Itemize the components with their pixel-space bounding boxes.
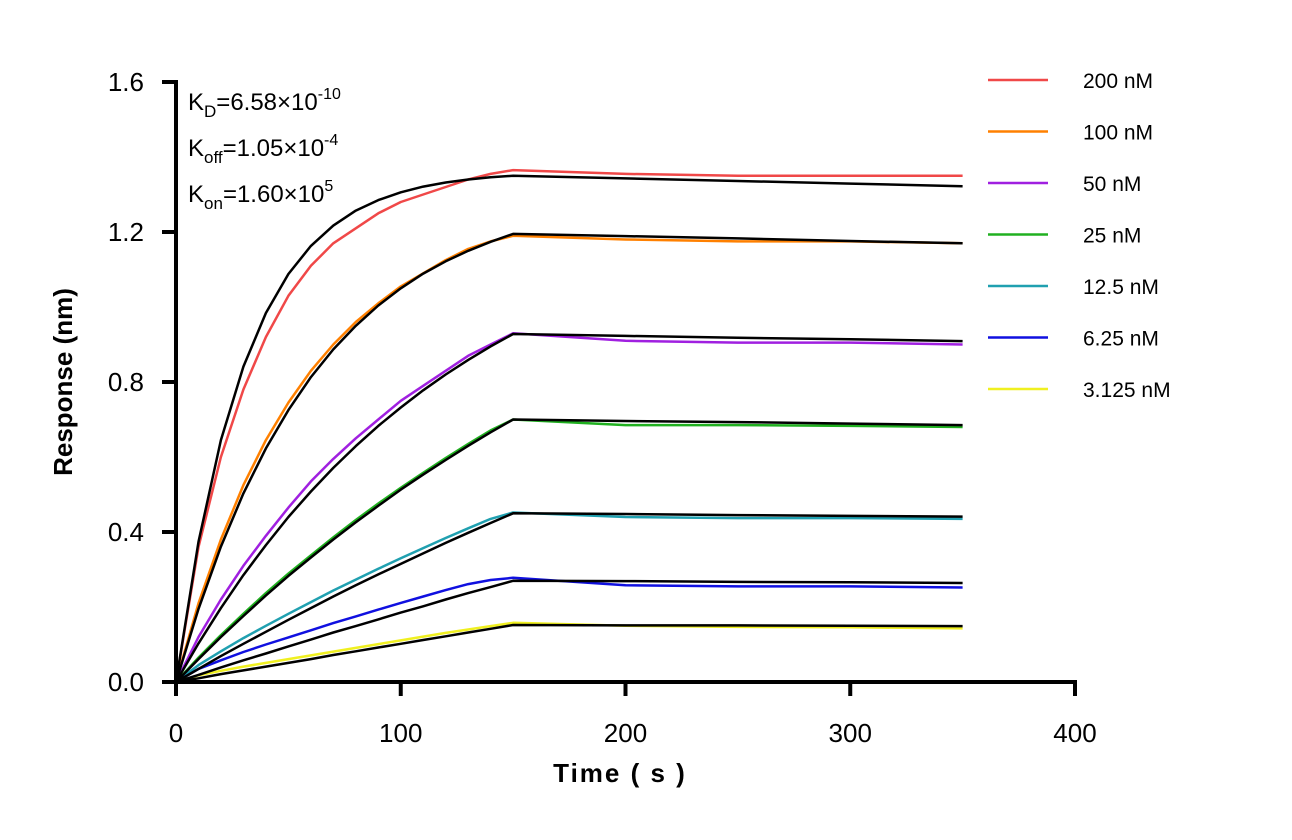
superscript: -10	[318, 86, 341, 103]
fit-line-200-nM	[174, 174, 963, 683]
x-tick-label: 200	[604, 718, 647, 748]
series-line-50-nM	[174, 332, 963, 683]
legend-label: 25 nM	[1083, 225, 1141, 248]
subscript: off	[204, 148, 223, 167]
value: =6.58×10	[216, 89, 317, 116]
plot-area	[174, 168, 963, 684]
legend-item: 6.25 nM	[988, 328, 1159, 351]
fit-line-100-nM	[174, 232, 963, 683]
legend-label: 100 nM	[1083, 122, 1153, 145]
x-tick-label: 0	[169, 718, 183, 748]
legend-item: 3.125 nM	[988, 379, 1171, 402]
legend-label: 200 nM	[1083, 70, 1153, 93]
axes: 0 100 200 300 400 0.0 0.4 0.8 1.2 1.6	[108, 67, 1097, 748]
series-line-200-nM	[174, 168, 963, 683]
y-tick-label: 0.8	[108, 367, 144, 397]
superscript: 5	[324, 178, 333, 195]
x-tick-label: 300	[829, 718, 872, 748]
subscript: on	[204, 194, 223, 213]
series-line-6.25-nM	[175, 576, 963, 684]
fit-line-6.25-nM	[175, 579, 963, 684]
symbol: K	[188, 135, 204, 162]
legend-label: 50 nM	[1083, 173, 1141, 196]
legend-item: 200 nM	[988, 70, 1153, 93]
legend: 200 nM 100 nM 50 nM 25 nM 12.5 nM 6.25 nM 3.12…	[988, 70, 1171, 402]
subscript: D	[204, 102, 216, 121]
kinetic-constant-D: KD=6.58×10-10	[188, 86, 341, 121]
superscript: -4	[324, 132, 338, 149]
fit-line-25-nM	[175, 418, 963, 683]
y-tick-label: 1.2	[108, 217, 144, 247]
y-tick-label: 1.6	[108, 67, 144, 97]
symbol: K	[188, 89, 204, 116]
legend-item: 100 nM	[988, 122, 1153, 145]
legend-item: 25 nM	[988, 225, 1141, 248]
series-line-3.125-nM	[175, 621, 963, 684]
kinetic-constant-on: Kon=1.60×105	[188, 178, 333, 213]
series-line-25-nM	[175, 418, 963, 683]
fit-line-50-nM	[174, 332, 963, 683]
legend-item: 50 nM	[988, 173, 1141, 196]
fit-line-3.125-nM	[175, 623, 963, 684]
series-line-12.5-nM	[175, 511, 963, 683]
symbol: K	[188, 181, 204, 208]
x-tick-label: 100	[379, 718, 422, 748]
y-tick-label: 0.0	[108, 667, 144, 697]
x-axis-title: Time ( s )	[553, 758, 687, 788]
value: =1.60×10	[223, 181, 324, 208]
y-tick-label: 0.4	[108, 517, 144, 547]
kinetic-constant-off: Koff=1.05×10-4	[188, 132, 338, 167]
series-line-100-nM	[174, 234, 963, 683]
x-tick-label: 400	[1053, 718, 1096, 748]
legend-label: 12.5 nM	[1083, 276, 1159, 299]
legend-item: 12.5 nM	[988, 276, 1159, 299]
fit-line-12.5-nM	[175, 512, 963, 684]
legend-label: 6.25 nM	[1083, 328, 1159, 351]
y-axis-title: Response (nm)	[48, 288, 78, 476]
legend-label: 3.125 nM	[1083, 379, 1171, 402]
value: =1.05×10	[223, 135, 324, 162]
